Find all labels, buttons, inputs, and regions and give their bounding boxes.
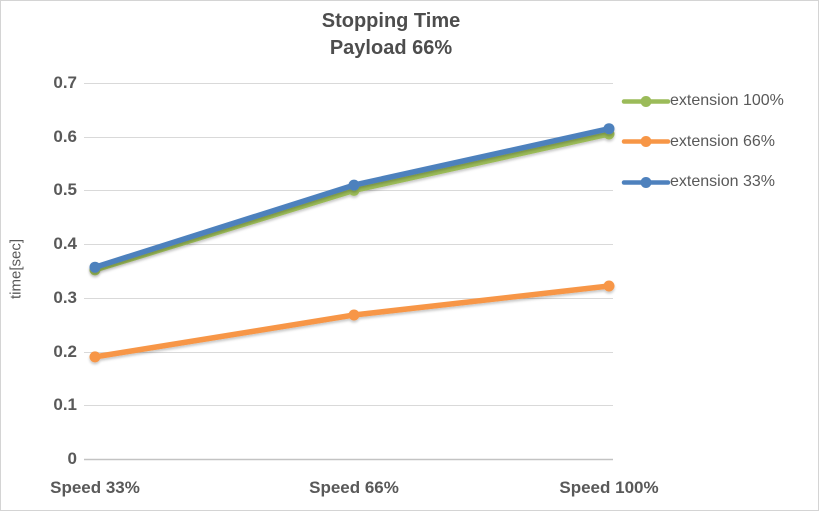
y-tick-label: 0.1 bbox=[53, 395, 77, 415]
x-category-label: Speed 33% bbox=[50, 478, 140, 497]
series-extension-100 bbox=[89, 128, 615, 276]
x-category-label: Speed 66% bbox=[309, 478, 399, 497]
legend-label: extension 33% bbox=[670, 173, 775, 191]
y-tick-label: 0.5 bbox=[53, 180, 77, 200]
series-marker-extension-33 bbox=[348, 179, 360, 191]
plot-area bbox=[84, 82, 615, 461]
series-line-extension-100 bbox=[92, 131, 612, 273]
legend-item: extension 100% bbox=[621, 81, 784, 122]
series-marker-extension-66 bbox=[348, 309, 360, 321]
legend-label: extension 66% bbox=[670, 132, 775, 150]
y-tick-label: 0.7 bbox=[53, 73, 77, 92]
legend-label: extension 100% bbox=[670, 92, 784, 110]
chart-title-line1: Stopping Time bbox=[321, 10, 461, 32]
series-extension-33 bbox=[89, 123, 615, 273]
legend: extension 100% extension 66% extension 33% bbox=[621, 81, 784, 203]
legend-line-marker-icon bbox=[621, 136, 671, 148]
series-line-extension-66 bbox=[92, 283, 612, 360]
series-marker-extension-66 bbox=[89, 351, 101, 363]
series-marker-extension-33 bbox=[603, 123, 615, 135]
legend-line-marker-icon bbox=[621, 95, 671, 107]
series-marker-extension-33 bbox=[89, 261, 101, 273]
legend-item: extension 33% bbox=[621, 162, 784, 203]
series-extension-66 bbox=[89, 280, 615, 363]
x-category-label: Speed 100% bbox=[559, 478, 659, 497]
legend-item: extension 66% bbox=[621, 122, 784, 163]
chart-title-line2: Payload 66% bbox=[329, 37, 453, 59]
series-marker-extension-66 bbox=[603, 280, 615, 292]
legend-line-marker-icon bbox=[621, 176, 671, 188]
y-tick-label: 0.4 bbox=[53, 234, 77, 254]
y-tick-label: 0.2 bbox=[53, 341, 77, 361]
chart-title: Stopping Time Payload 66% bbox=[1, 8, 781, 62]
y-tick-label: 0 bbox=[67, 449, 77, 468]
y-tick-label: 0.3 bbox=[53, 287, 77, 307]
y-tick-label: 0.6 bbox=[53, 126, 77, 146]
